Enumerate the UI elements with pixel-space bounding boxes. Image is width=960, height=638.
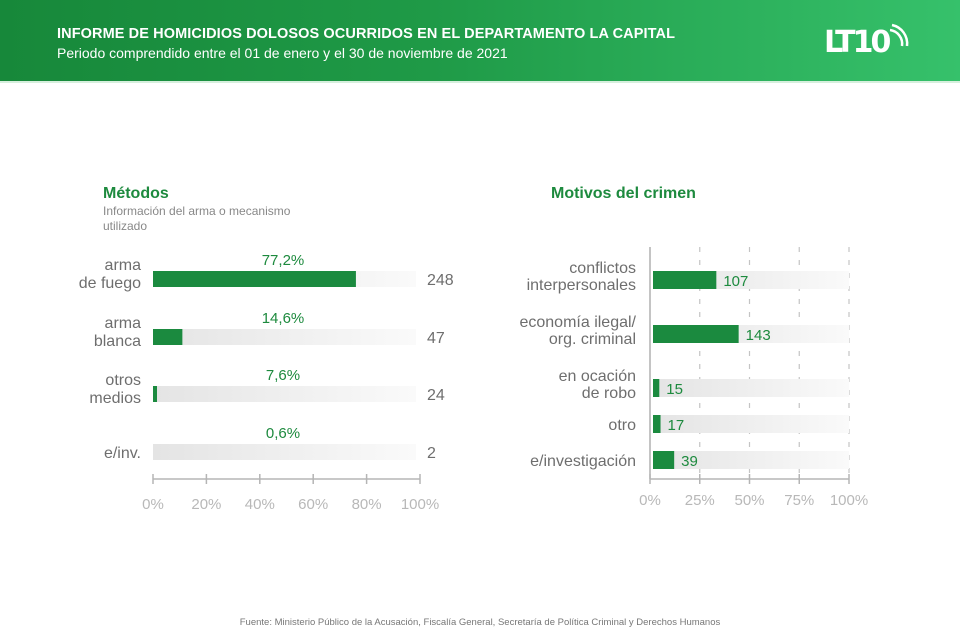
x-tick-label: 100% [401,496,439,513]
report-title: INFORME DE HOMICIDIOS DOLOSOS OCURRIDOS … [57,26,676,42]
bar-track [653,379,849,397]
header-banner: INFORME DE HOMICIDIOS DOLOSOS OCURRIDOS … [0,0,960,83]
bar [653,325,739,343]
percent-label: 77,2% [262,252,305,269]
bar-track [153,386,416,402]
category-label: otros [105,372,141,389]
x-tick-label: 40% [245,496,275,513]
report-period: Periodo comprendido entre el 01 de enero… [57,45,508,61]
value-label: 24 [427,387,445,404]
value-label: 248 [427,272,454,289]
logo-text: LT10 [824,25,891,60]
category-label: en ocación [559,368,636,385]
x-tick-label: 50% [734,492,764,509]
bar-track [153,444,416,460]
x-tick-label: 60% [298,496,328,513]
category-label: arma [105,257,142,274]
category-label: e/investigación [530,453,636,470]
category-label: e/inv. [104,445,141,462]
category-label: medios [89,390,141,407]
x-tick-label: 0% [639,492,661,509]
category-label: conflictos [569,260,636,277]
x-tick-label: 80% [352,496,382,513]
bar [153,329,183,345]
metodos-title: Métodos [103,185,169,202]
value-label: 2 [427,445,436,462]
value-label: 39 [681,453,698,470]
bar-track [653,451,849,469]
value-label: 17 [668,417,685,434]
x-tick-label: 100% [830,492,868,509]
category-label: arma [105,315,142,332]
x-tick-label: 25% [685,492,715,509]
x-tick-label: 0% [142,496,164,513]
category-label: economía ilegal/ [519,314,636,331]
x-tick-label: 75% [784,492,814,509]
bar [653,451,675,469]
bar [653,271,717,289]
bar-track [653,415,849,433]
x-tick-label: 20% [191,496,221,513]
value-label: 15 [666,381,683,398]
category-label: de fuego [79,275,141,292]
category-label: org. criminal [549,331,636,348]
bar [153,271,356,287]
bar [653,415,661,433]
value-label: 143 [746,327,771,344]
category-label: blanca [94,333,141,350]
value-label: 107 [723,273,748,290]
category-label: otro [608,417,636,434]
source-note: Fuente: Ministerio Público de la Acusaci… [239,617,721,628]
percent-label: 0,6% [266,425,300,442]
metodos-subtitle: Información del arma o mecanismo utiliza… [103,204,291,233]
percent-label: 7,6% [266,367,300,384]
motivos-title: Motivos del crimen [551,185,696,202]
bar-track [153,329,416,345]
broadcast-waves-icon [889,23,909,47]
category-label: de robo [582,385,636,402]
brand-logo: LT10 [820,22,910,62]
percent-label: 14,6% [262,310,305,327]
value-label: 47 [427,330,445,347]
bar [153,386,158,402]
bar [653,379,660,397]
category-label: interpersonales [527,277,636,294]
